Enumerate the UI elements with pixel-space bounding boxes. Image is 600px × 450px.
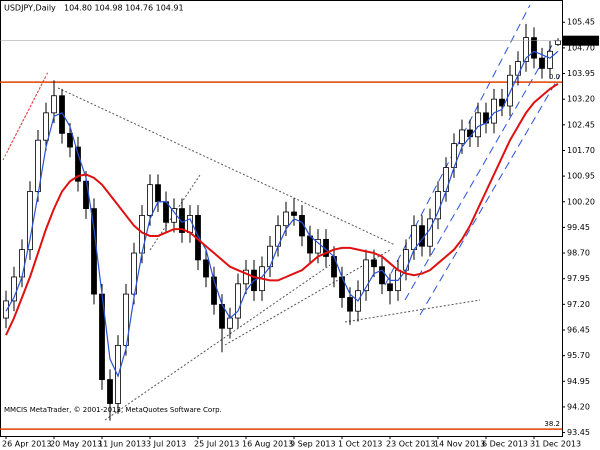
candle-body <box>315 238 321 254</box>
trend-line <box>7 77 46 151</box>
candle-body <box>307 235 313 254</box>
ma-line <box>5 50 559 378</box>
x-tick-label: 9 Sep 2013 <box>290 440 336 449</box>
candle-body <box>499 98 505 107</box>
trend-line <box>104 264 331 421</box>
candle-body <box>155 184 161 203</box>
candle-body <box>227 317 233 329</box>
y-tick-label: 101.70 <box>567 146 595 155</box>
candle-body <box>539 57 545 69</box>
trend-lines <box>2 4 561 421</box>
y-tick-label: 105.45 <box>567 18 595 27</box>
candle-body <box>523 37 529 62</box>
channel-line <box>384 4 531 286</box>
candle-body <box>555 40 561 45</box>
candle-body <box>379 266 385 285</box>
candle-body <box>475 112 481 138</box>
candle-body <box>387 283 393 292</box>
y-tick-label: 98.70 <box>567 249 590 258</box>
candle-body <box>203 259 209 278</box>
x-tick-label: 6 Dec 2013 <box>482 440 528 449</box>
y-tick-label: 95.70 <box>567 351 590 360</box>
last-price-label: 104.91 <box>566 36 594 45</box>
y-tick-label: 99.45 <box>567 223 590 232</box>
candle-body <box>515 61 521 76</box>
y-tick-label: 97.20 <box>567 300 590 309</box>
candle-body <box>211 276 217 305</box>
candle-body <box>363 259 369 292</box>
candle-body <box>427 218 433 247</box>
copyright: MMCIS MetaTrader, © 2001-2013, MetaQuote… <box>4 406 222 414</box>
trend-line <box>344 299 481 323</box>
x-tick-label: 11 Jun 2013 <box>98 440 146 449</box>
y-tick-label: 100.20 <box>567 197 595 206</box>
x-tick-label: 25 Jul 2013 <box>194 440 239 449</box>
candle-body <box>531 37 537 59</box>
channel-line <box>404 39 556 301</box>
y-tick-label: 94.20 <box>567 402 590 411</box>
y-tick-label: 103.95 <box>567 69 595 78</box>
y-tick-label: 102.45 <box>567 120 595 129</box>
candle-body <box>459 129 465 145</box>
header-quote: 104.80 104.98 104.76 104.91 <box>64 4 184 13</box>
candle-body <box>347 297 353 312</box>
y-tick-label: 96.45 <box>567 325 590 334</box>
y-tick-label: 97.95 <box>567 274 590 283</box>
y-tick-label: 100.95 <box>567 172 595 181</box>
level-label: 0.0 <box>549 73 560 81</box>
candle-body <box>3 300 9 319</box>
plot-frame <box>0 0 563 437</box>
candle-body <box>283 211 289 227</box>
candle-body <box>371 259 377 268</box>
x-tick-label: 16 Aug 2013 <box>242 440 293 449</box>
candle-body <box>291 211 297 216</box>
candle-body <box>59 95 65 134</box>
ma-line <box>5 82 559 336</box>
candle-body <box>43 112 49 141</box>
x-tick-label: 26 Apr 2013 <box>2 440 51 449</box>
candle-body <box>107 379 113 404</box>
y-tick-label: 93.45 <box>567 428 590 437</box>
candle-body <box>131 252 137 295</box>
candle-body <box>547 50 553 69</box>
candle-body <box>19 249 25 278</box>
x-tick-label: 3 Jul 2013 <box>146 440 186 449</box>
candle-body <box>147 184 153 216</box>
x-tick-label: 23 Oct 2013 <box>386 440 435 449</box>
candle-body <box>491 98 497 124</box>
candle-body <box>411 225 417 251</box>
channel-line <box>419 74 561 316</box>
x-tick-label: 1 Oct 2013 <box>338 440 382 449</box>
x-tick-label: 14 Nov 2013 <box>434 440 485 449</box>
candle-body <box>243 269 249 285</box>
candle-body <box>235 283 241 319</box>
candle-body <box>27 191 33 251</box>
candle-body <box>467 129 473 138</box>
candle-body <box>11 276 17 302</box>
candle-body <box>51 95 57 114</box>
last-price-box <box>563 35 599 46</box>
header-symbol: USDJPY,Daily <box>4 4 56 13</box>
candle-body <box>419 225 425 247</box>
y-tick-label: 103.20 <box>567 95 595 104</box>
y-tick-label: 104.70 <box>567 43 595 52</box>
candle-body <box>67 132 73 148</box>
candle-body <box>75 146 81 182</box>
level-label: 38.2 <box>544 420 560 428</box>
trend-line <box>57 87 396 246</box>
x-tick-label: 31 Dec 2013 <box>530 440 581 449</box>
x-tick-label: 20 May 2013 <box>50 440 102 449</box>
candle-body <box>507 74 513 107</box>
y-tick-label: 94.95 <box>567 377 590 386</box>
